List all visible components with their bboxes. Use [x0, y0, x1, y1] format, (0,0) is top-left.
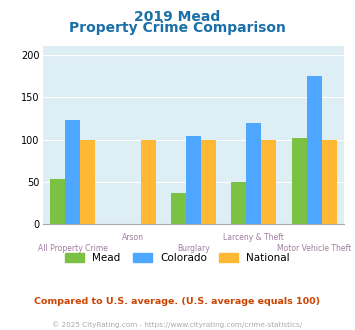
- Bar: [80, 140, 95, 224]
- Bar: [246, 122, 261, 224]
- Bar: [171, 193, 186, 224]
- Text: All Property Crime: All Property Crime: [38, 244, 108, 253]
- Text: Compared to U.S. average. (U.S. average equals 100): Compared to U.S. average. (U.S. average …: [34, 297, 321, 306]
- Bar: [322, 140, 337, 224]
- Bar: [307, 76, 322, 224]
- Bar: [231, 182, 246, 224]
- Text: Arson: Arson: [122, 233, 144, 242]
- Bar: [50, 179, 65, 224]
- Bar: [141, 140, 156, 224]
- Text: Property Crime Comparison: Property Crime Comparison: [69, 21, 286, 35]
- Text: © 2025 CityRating.com - https://www.cityrating.com/crime-statistics/: © 2025 CityRating.com - https://www.city…: [53, 322, 302, 328]
- Text: Motor Vehicle Theft: Motor Vehicle Theft: [277, 244, 351, 253]
- Bar: [186, 136, 201, 224]
- Bar: [291, 138, 307, 224]
- Bar: [65, 120, 80, 224]
- Bar: [261, 140, 277, 224]
- Text: Burglary: Burglary: [177, 244, 210, 253]
- Bar: [201, 140, 216, 224]
- Text: Larceny & Theft: Larceny & Theft: [223, 233, 284, 242]
- Legend: Mead, Colorado, National: Mead, Colorado, National: [61, 249, 294, 267]
- Text: 2019 Mead: 2019 Mead: [135, 10, 220, 24]
